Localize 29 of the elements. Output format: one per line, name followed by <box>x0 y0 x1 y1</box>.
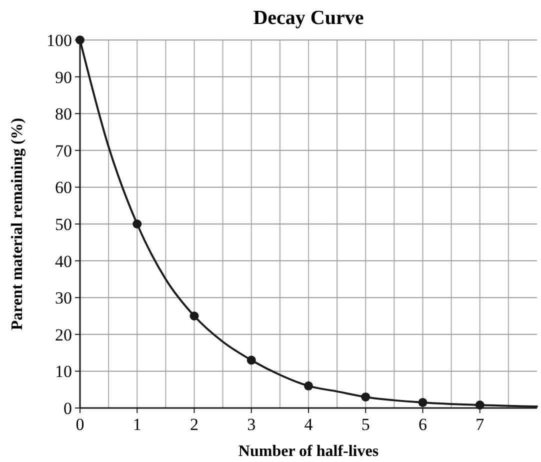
x-tick-label: 4 <box>304 415 314 434</box>
y-axis-title: Parent material remaining (%) <box>9 118 26 330</box>
y-tick-label: 20 <box>55 325 72 344</box>
y-tick-label: 50 <box>55 214 72 234</box>
y-tick-label: 30 <box>55 288 72 308</box>
x-tick-label: 6 <box>418 415 427 434</box>
chart-title: Decay Curve <box>253 7 364 29</box>
y-tick-label: 60 <box>55 178 72 198</box>
y-tick-label: 70 <box>55 141 72 160</box>
x-tick-label: 3 <box>247 415 256 434</box>
y-tick-label: 100 <box>46 30 72 50</box>
x-tick-label: 2 <box>190 415 198 434</box>
y-tick-label: 80 <box>55 104 72 124</box>
point <box>475 400 484 410</box>
y-tick-label: 10 <box>55 362 72 382</box>
point <box>361 392 370 402</box>
x-axis-title: Number of half-lives <box>238 443 379 460</box>
x-tick-label: 1 <box>132 415 142 434</box>
y-tick-label: 40 <box>55 252 72 271</box>
x-tick-label: 0 <box>76 415 84 434</box>
point <box>246 356 256 365</box>
y-tick-label: 0 <box>64 398 72 418</box>
point <box>304 381 313 390</box>
point <box>418 398 428 407</box>
x-tick-label: 7 <box>476 415 485 434</box>
point <box>190 312 199 320</box>
point <box>132 220 142 228</box>
y-tick-label: 90 <box>55 68 72 87</box>
x-tick-label: 5 <box>361 415 370 434</box>
